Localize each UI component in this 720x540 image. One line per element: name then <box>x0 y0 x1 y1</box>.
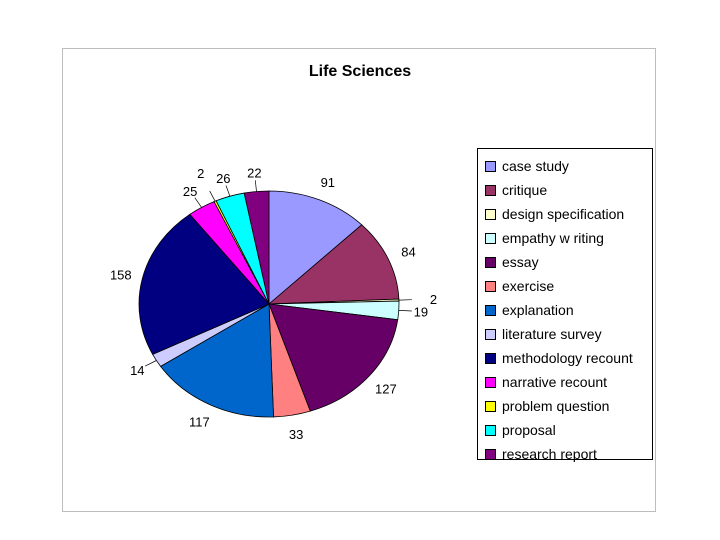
data-label: 158 <box>110 267 132 282</box>
legend-label: design specification <box>502 206 625 222</box>
legend-item: design specification <box>478 202 652 226</box>
pie-slice-essay <box>268 303 399 412</box>
data-label: 19 <box>414 305 428 320</box>
legend-label: research report <box>502 446 597 462</box>
legend-swatch <box>485 256 496 268</box>
data-label: 2 <box>430 292 437 307</box>
leader-line <box>145 360 157 367</box>
legend-swatch <box>485 184 496 196</box>
legend-label: explanation <box>502 302 574 318</box>
legend-label: methodology recount <box>502 350 633 366</box>
chart-area: Life Sciences 91 84 2 19 127 33 117 14 158 25 2 26 2… <box>62 48 656 512</box>
pie-slice-research-report <box>243 190 270 305</box>
data-label: 25 <box>183 184 197 199</box>
legend-item: literature survey <box>478 322 652 346</box>
legend-label: empathy w riting <box>502 230 604 246</box>
legend-swatch <box>485 376 496 388</box>
legend-label: essay <box>502 254 539 270</box>
leader-line <box>194 197 202 208</box>
pie-slice-methodology-recount <box>138 213 270 355</box>
data-label: 26 <box>216 171 230 186</box>
pie-slice-critique <box>267 224 400 305</box>
data-label: 2 <box>197 166 204 181</box>
legend-label: proposal <box>502 422 556 438</box>
legend-swatch <box>485 232 496 244</box>
legend-item: methodology recount <box>478 346 652 370</box>
chart-title: Life Sciences <box>308 63 412 80</box>
leader-line <box>225 185 231 197</box>
data-label: 22 <box>247 165 261 180</box>
legend-swatch <box>485 424 496 436</box>
legend: case study critique design specification em… <box>477 148 653 462</box>
data-label: 14 <box>130 363 144 378</box>
legend-label: literature survey <box>502 326 602 342</box>
leader-line <box>254 180 257 192</box>
legend-item: critique <box>478 178 652 202</box>
legend-label: problem question <box>502 398 610 414</box>
legend-item: problem question <box>478 394 652 418</box>
legend-label: critique <box>502 182 548 198</box>
legend-label: case study <box>502 158 569 174</box>
legend-swatch <box>485 208 496 220</box>
legend-item: essay <box>478 250 652 274</box>
legend-item: narrative recount <box>478 370 652 394</box>
legend-swatch <box>485 160 496 172</box>
legend-item: research report <box>478 442 652 466</box>
data-label: 33 <box>289 427 303 442</box>
pie-slice-case-study <box>268 190 363 305</box>
legend-label: exercise <box>502 278 555 294</box>
legend-swatch <box>485 448 496 460</box>
leader-line <box>209 190 216 202</box>
legend-label: narrative recount <box>502 374 608 390</box>
data-label: 91 <box>321 175 335 190</box>
pie-slice-explanation <box>159 303 274 418</box>
legend-item: exercise <box>478 274 652 298</box>
leader-line <box>398 310 412 312</box>
legend-swatch <box>485 304 496 316</box>
legend-swatch <box>485 328 496 340</box>
legend-swatch <box>485 352 496 364</box>
legend-item: empathy w riting <box>478 226 652 250</box>
legend-swatch <box>485 400 496 412</box>
legend-item: explanation <box>478 298 652 322</box>
data-label: 127 <box>375 382 397 397</box>
data-label: 117 <box>189 415 210 430</box>
legend-item: proposal <box>478 418 652 442</box>
data-label: 84 <box>401 244 415 259</box>
legend-swatch <box>485 280 496 292</box>
legend-item: case study <box>478 154 652 178</box>
